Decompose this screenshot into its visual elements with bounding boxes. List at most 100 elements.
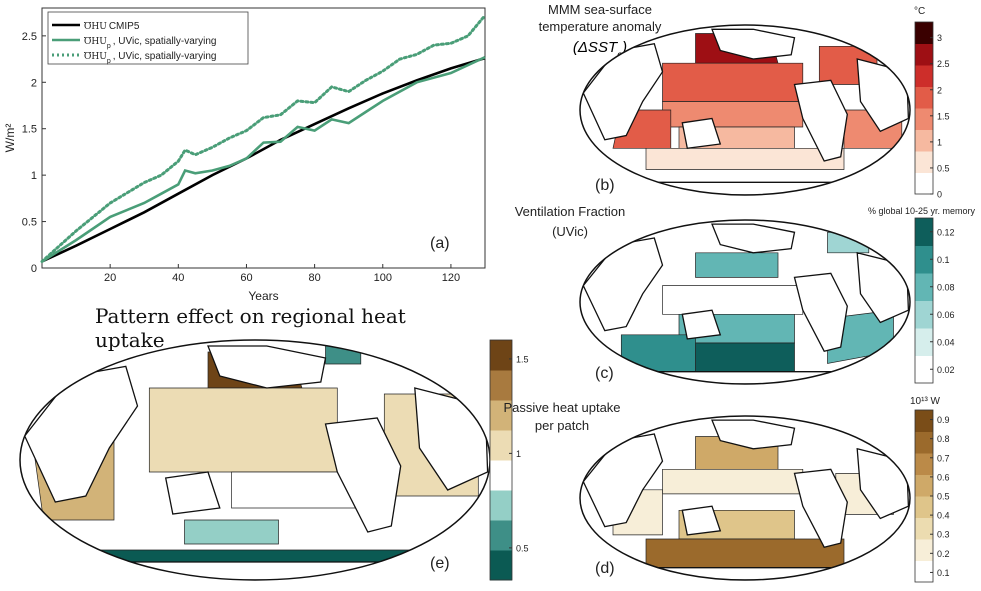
map-e-cb-step-4 [490,430,512,461]
legend-text: CMIP5 [109,21,140,32]
map-d-cb-step-7 [915,410,933,432]
map-b-cb-unit: °C [914,6,925,17]
map-d-cb-step-2 [915,517,933,540]
map-e-land-4 [164,471,221,515]
map-c-panel: Ventilation Fraction (UVic) (c) % global 10… [500,200,981,390]
math-main: (ΔSST [573,39,619,56]
map-c-cb-tick-label: 0.06 [937,310,955,320]
x-axis-label: Years [248,289,278,303]
map-b-patch-1 [662,62,804,102]
map-c-cb-tick-label: 0.08 [937,282,955,292]
map-b-cb-step-1 [915,151,933,173]
map-d-cb-tick-label: 0.3 [937,530,950,540]
map-e-cb-tick-label: 1 [516,449,521,459]
map-c-patch-0 [695,252,779,278]
map-d-cb-tick-label: 0.2 [937,549,950,559]
map-e-regions [20,340,490,580]
map-c-land-4 [681,309,722,340]
y-tick-label: 2 [31,77,37,89]
map-e-cb-step-6 [490,370,512,401]
map-b-cb-tick-label: 1 [937,137,942,147]
map-e-cb-step-1 [490,520,512,551]
map-b-patch-5 [645,147,845,170]
panel-label-d: (d) [595,560,615,577]
map-b-cb-tick-label: 0.5 [937,163,950,173]
x-tick-label: 20 [104,272,116,284]
x-tick-label: 40 [172,272,184,284]
map-d-cb-step-4 [915,474,933,497]
legend-symbol: OHU [84,22,107,32]
map-d-cb-tick-label: 0.1 [937,568,950,578]
map-d-cb-tick-label: 0.8 [937,434,950,444]
map-d-cb-step-3 [915,496,933,518]
map-c-outline [579,219,911,385]
panel-label-c: (c) [595,365,614,382]
y-tick-label: 1.5 [22,124,37,136]
y-tick-label: 0.5 [22,217,37,229]
map-c-land-2 [793,272,848,352]
map-d-cb-step-1 [915,539,933,561]
line-chart-panel: 20 40 60 80 100 120 0 0.5 1 1.5 2 2.5 Years W/m² (a) OH… [0,0,500,310]
map-d-patch-3 [645,538,845,569]
map-c-cb-tick-label: 0.04 [937,337,955,347]
legend-entry-0: OHU CMIP5 [84,21,140,32]
map-c-cb-step-2 [915,300,933,329]
map-c-cb-step-5 [915,218,933,246]
map-e-land-5 [20,561,490,580]
x-tick-label: 80 [308,272,320,284]
map-b-cb-step-3 [915,108,933,130]
legend-box [47,11,249,65]
map-d-title-2: per patch [535,418,589,433]
map-c-patch-1 [662,285,804,315]
legend-text: , UVic, spatially-varying [113,51,217,62]
map-b-cb-tick-label: 2 [937,85,942,95]
map-d-cb-tick-label: 0.6 [937,472,950,482]
map-d-land-5 [580,567,910,580]
map-b-land-2 [793,79,848,162]
map-b-cb-step-7 [915,22,933,44]
map-d-regions [580,416,910,580]
map-c-cb-unit: % global 10-25 yr. memory [868,206,976,216]
map-c-cb-step-3 [915,273,933,301]
legend-entry-1: OHUp, UVic, spatially-varying [84,36,216,50]
map-c-cb-frame [914,217,934,384]
map-d-land-1 [711,419,796,450]
legend-entry-2: OHUp, UVic, spatially-varying [84,51,216,65]
map-d-cb-step-5 [915,453,933,475]
x-tick-label: 120 [442,272,460,284]
map-b-land-4 [681,117,722,150]
map-b-cb-tick-label: 0 [937,190,942,200]
panel-label-b: (b) [595,177,615,194]
map-b-land-5 [580,181,910,195]
map-b-cb-step-5 [915,65,933,87]
series-line-2 [40,13,487,263]
ohu-line-chart: 20 40 60 80 100 120 0 0.5 1 1.5 2 2.5 Years W/m² (a) OH… [3,7,487,303]
map-c-patch-4 [620,334,696,373]
map-b-cb-step-0 [915,172,933,195]
map-e-cb-step-5 [490,400,512,431]
map-c-patch-3 [695,342,795,373]
map-d-land-2 [793,468,848,548]
map-b-cb-frame [914,21,934,195]
x-tick-label: 60 [240,272,252,284]
map-b-cb-tick-label: 3 [937,33,942,43]
map-c-land-5 [580,371,910,384]
map-e-title: Pattern effect on regional heat uptake [95,304,406,352]
map-e-panel: (e) 1.5 1 0.5 [10,325,570,587]
legend-sub: p [107,58,111,65]
heat-uptake-map: (e) 1.5 1 0.5 [19,339,529,581]
y-axis-label: W/m² [3,124,17,153]
map-e-cb-frame [489,339,513,581]
map-b-cb-step-6 [915,43,933,66]
map-b-title-2: temperature anomaly [539,19,662,34]
passive-heat-uptake-map: Passive heat uptake per patch (d) 10¹³ W 0.9… [503,396,950,583]
map-d-cb-step-6 [915,431,933,454]
map-e-cb-step-0 [490,550,512,581]
map-c-cb-tick-label: 0.02 [937,365,955,375]
map-b-land-1 [711,28,796,60]
map-e-patch-3 [184,519,279,545]
map-e-land-2 [324,417,402,533]
